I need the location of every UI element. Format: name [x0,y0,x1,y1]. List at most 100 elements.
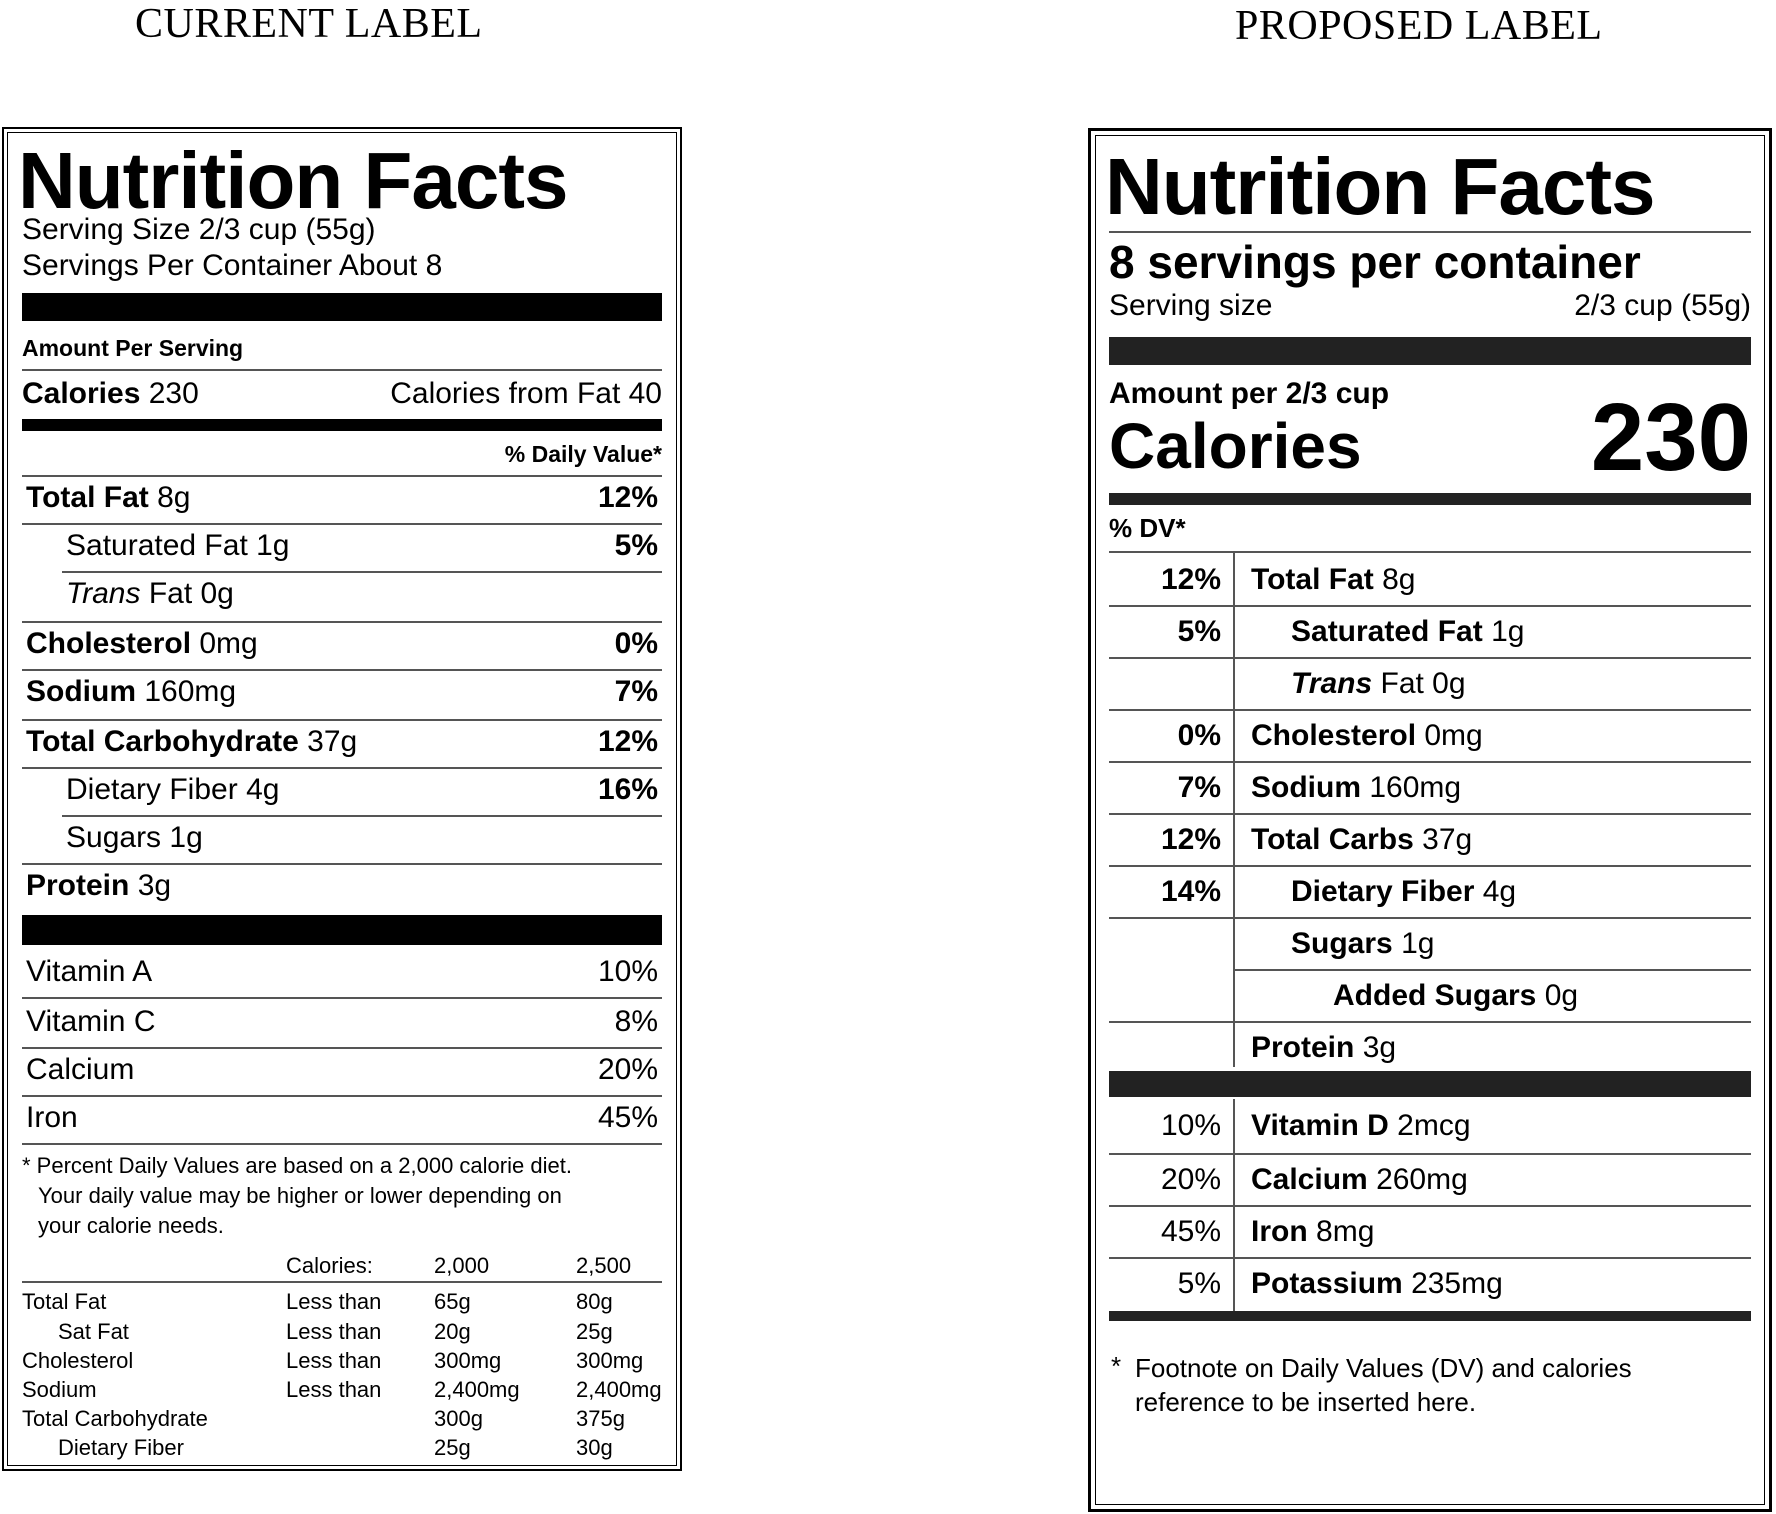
footnote-table-cell: Total Fat [22,1289,107,1314]
current-thick-divider-calories [22,419,662,431]
vitamin-label: Calcium 260mg [1251,1163,1468,1197]
nutrient-amount: 160mg [1369,771,1462,804]
proposed-row-dietary-fiber: 14% Dietary Fiber 4g [1109,867,1751,919]
current-footnote-line-3: your calorie needs. [38,1213,224,1238]
proposed-vertical-divider [1233,553,1235,1067]
nutrient-name: Total Carbs [1251,823,1414,856]
divider [22,523,662,525]
nutrient-amount: 0g [1544,979,1579,1012]
proposed-row-potassium: 5% Potassium 235mg [1109,1259,1751,1311]
nutrient-row-sugars: Sugars 1g [26,817,658,863]
current-calories-label: Calories [22,377,141,410]
footnote-table-cell: Less than [286,1319,382,1344]
proposed-serving-size-label: Serving size [1109,289,1273,322]
nutrient-dv: 12% [597,725,658,758]
vitamin-label: Vitamin D 2mcg [1251,1109,1471,1143]
nutrient-amount: 3g [137,869,172,902]
proposed-thick-divider-bottom [1109,1311,1751,1321]
divider [22,669,662,671]
footnote-table-cell: 30g [576,1435,613,1460]
divider [1109,1257,1751,1259]
nutrient-label: Total Fat 8g [26,481,191,515]
nutrient-label: Total Carbs 37g [1251,823,1472,857]
vitamin-dv: 5% [1177,1267,1221,1300]
proposed-calories-value: 230 [1590,384,1751,491]
divider [1109,761,1751,763]
vitamin-dv: 8% [614,1005,658,1038]
vitamin-dv: 10% [597,955,658,988]
nutrient-name: Total Fat [1251,563,1374,596]
current-footnote-line-1: * Percent Daily Values are based on a 2,… [22,1153,572,1178]
current-thick-divider-vitamins [22,915,662,945]
nutrient-name: Dietary Fiber [66,773,238,806]
nutrient-label: Sodium 160mg [26,675,236,709]
nutrient-amount: 0mg [1424,719,1483,752]
footnote-table-cell: 300mg [434,1348,502,1373]
nutrient-name: Saturated Fat [1291,615,1483,648]
footnote-table-cell: Sat Fat [58,1319,129,1344]
proposed-calories-label: Calories [1109,410,1362,482]
nutrient-label: Dietary Fiber 4g [66,773,279,807]
vitamin-dv: 45% [597,1101,658,1134]
nutrient-label: Saturated Fat 1g [66,529,290,563]
nutrient-label: Trans Fat 0g [1291,667,1466,701]
footnote-table-header-calories: Calories: [286,1253,373,1278]
nutrient-amount: 160mg [144,675,237,708]
nutrient-amount: Fat 0g [1380,667,1466,700]
divider [1109,813,1751,815]
nutrient-label: Dietary Fiber 4g [1291,875,1516,909]
proposed-row-total-fat: 12% Total Fat 8g [1109,555,1751,607]
proposed-thick-divider-vitamins [1109,1071,1751,1097]
proposed-row-protein: Protein 3g [1109,1023,1751,1075]
vitamin-name: Iron [26,1101,78,1134]
nutrient-name: Saturated Fat [66,529,248,562]
nutrient-name: Protein [1251,1031,1355,1064]
footnote-table-cell: 300g [434,1406,483,1431]
proposed-row-trans-fat: Trans Fat 0g [1109,659,1751,711]
divider [22,1095,662,1097]
vitamin-name: Calcium [1251,1163,1368,1196]
proposed-row-calcium: 20% Calcium 260mg [1109,1155,1751,1207]
nutrient-dv: 12% [1160,823,1221,856]
nutrient-amount: 4g [1482,875,1517,908]
footnote-table-cell: 65g [434,1289,471,1314]
nutrient-label: Sugars 1g [66,821,203,855]
footnote-table-cell: 80g [576,1289,613,1314]
divider [1109,1021,1751,1023]
vitamin-dv: 45% [1160,1215,1221,1248]
divider [62,815,662,817]
proposed-servings-per-container: 8 servings per container [1109,236,1641,288]
divider [22,997,662,999]
current-daily-value-header: % Daily Value* [504,441,662,467]
nutrient-row-sodium: Sodium 160mg 7% [26,671,658,717]
nutrient-row-total-fat: Total Fat 8g 12% [26,477,658,523]
divider [1109,709,1751,711]
current-label-heading: CURRENT LABEL [135,1,483,47]
vitamin-amount: 8mg [1316,1215,1375,1248]
nutrient-dv: 5% [1177,615,1221,648]
nutrient-amount: 1g [1401,927,1435,960]
vitamin-row-calcium: Calcium 20% [26,1049,658,1095]
current-amount-per-serving: Amount Per Serving [22,335,244,361]
footnote-table-cell: 25g [434,1435,471,1460]
proposed-footnote-line-1: Footnote on Daily Values (DV) and calori… [1135,1353,1632,1383]
proposed-row-sodium: 7% Sodium 160mg [1109,763,1751,815]
divider [1109,551,1751,553]
divider [22,719,662,721]
vitamin-amount: 2mcg [1397,1109,1471,1142]
proposed-dv-header: % DV* [1109,513,1186,543]
footnote-table-cell: 25g [576,1319,613,1344]
nutrient-row-total-carbohydrate: Total Carbohydrate 37g 12% [26,721,658,767]
footnote-table-cell: Total Carbohydrate [22,1406,208,1431]
nutrient-row-protein: Protein 3g [26,865,658,911]
proposed-thick-divider-calories [1109,493,1751,505]
current-calories-value: 230 [148,377,199,410]
nutrient-row-cholesterol: Cholesterol 0mg 0% [26,623,658,669]
footnote-table-cell: Less than [286,1377,382,1402]
vitamin-name: Iron [1251,1215,1308,1248]
divider [1109,1153,1751,1155]
nutrient-name: Protein [26,869,130,902]
vitamin-name: Vitamin C [26,1005,156,1038]
divider [1109,1205,1751,1207]
proposed-title: Nutrition Facts [1105,142,1655,231]
